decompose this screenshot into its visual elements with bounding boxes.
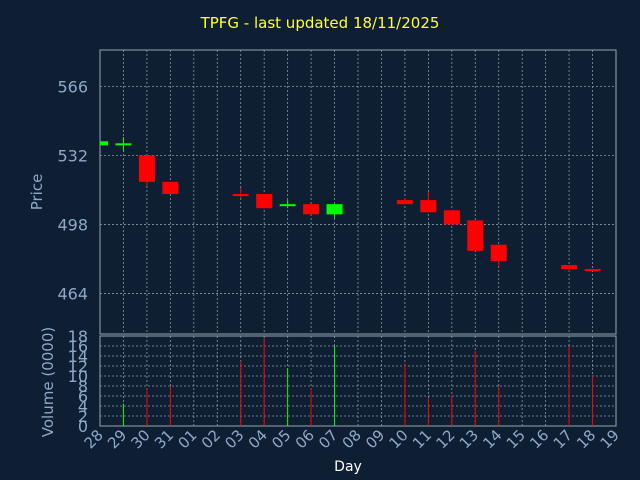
volume-tick-label: 18 (68, 327, 88, 346)
volume-tick-label: 6 (78, 387, 88, 406)
volume-tick-label: 2 (78, 407, 88, 426)
x-tick-label: 03 (221, 426, 247, 452)
price-tick-label: 498 (57, 215, 88, 234)
candle-body (115, 143, 132, 146)
candle-body (561, 265, 578, 270)
candle-body (584, 269, 601, 272)
candle-body (100, 141, 108, 146)
x-axis-label: Day (334, 459, 362, 475)
volume-tick-label: 12 (68, 357, 88, 376)
candle-body (256, 194, 273, 209)
candle-body (303, 204, 320, 215)
candle-body (396, 200, 413, 205)
x-tick-label: 02 (198, 426, 224, 452)
candle-body (162, 181, 179, 195)
x-tick-label: 01 (174, 426, 200, 452)
x-tick-label: 18 (573, 426, 599, 452)
candle-body (467, 220, 484, 251)
candle-body (420, 200, 437, 213)
price-tick-label: 532 (57, 146, 88, 165)
volume-tick-label: 14 (68, 347, 88, 366)
volume-tick-label: 16 (68, 337, 88, 356)
x-tick-label: 29 (104, 426, 130, 452)
chart-title: TPFG - last updated 18/11/2025 (200, 14, 440, 32)
candle-body (138, 155, 155, 182)
volume-tick-label: 10 (68, 367, 88, 386)
x-tick-label: 06 (292, 426, 318, 452)
x-tick-label: 05 (268, 426, 294, 452)
x-tick-label: 11 (409, 426, 435, 452)
candle-body (279, 204, 296, 207)
x-tick-label: 04 (245, 426, 271, 452)
volume-axis-label: Volume (0000) (39, 327, 57, 437)
candle-body (490, 244, 507, 261)
volume-tick-label: 4 (78, 397, 88, 416)
candle-body (443, 210, 460, 225)
volume-tick-label: 0 (78, 417, 88, 436)
price-tick-label: 464 (57, 284, 88, 303)
x-tick-label: 30 (128, 426, 154, 452)
x-tick-label: 15 (503, 426, 529, 452)
candle-body (232, 194, 249, 197)
x-tick-label: 08 (339, 426, 365, 452)
x-tick-label: 07 (315, 426, 341, 452)
x-tick-label: 12 (432, 426, 458, 452)
x-tick-label: 09 (362, 426, 388, 452)
volume-tick-label: 8 (78, 377, 88, 396)
x-tick-label: 14 (479, 426, 505, 452)
x-tick-label: 10 (386, 426, 412, 452)
candle-body (326, 204, 343, 215)
x-tick-label: 16 (526, 426, 552, 452)
x-tick-label: 19 (597, 426, 623, 452)
x-tick-label: 31 (151, 426, 177, 452)
x-tick-label: 17 (550, 426, 576, 452)
price-tick-label: 566 (57, 78, 88, 97)
price-axis-label: Price (28, 174, 46, 211)
x-tick-label: 13 (456, 426, 482, 452)
